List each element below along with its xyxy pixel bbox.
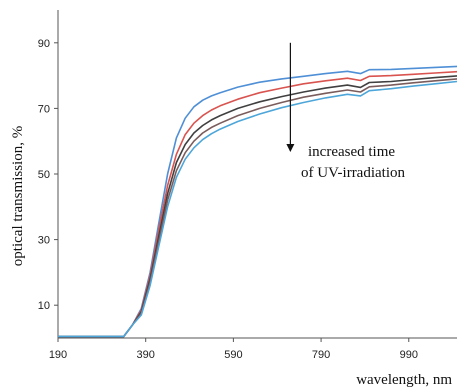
series-line-1 [58,65,457,338]
x-tick-label: 190 [49,349,67,361]
series-line-4 [58,78,457,338]
series-lines [58,65,457,338]
annotation-text-1: increased time [308,144,395,160]
x-tick-label: 990 [400,349,418,361]
annotation: increased time of UV-irradiation [286,42,406,181]
x-tick-label: 590 [224,349,242,361]
y-tick-label: 70 [38,103,50,115]
axes: 10 30 50 70 90 190 390 590 790 990 [38,10,457,361]
series-line-5 [58,80,457,338]
x-axis-title: wavelength, nm [356,372,452,388]
x-tick-label: 390 [137,349,155,361]
annotation-text-2: of UV-irradiation [301,165,406,181]
y-tick-label: 90 [38,38,50,50]
y-axis-title: optical transmission, % [10,126,26,266]
annotation-arrow-head [286,144,295,153]
y-tick-label: 10 [38,300,50,312]
y-tick-label: 30 [38,235,50,247]
y-tick-label: 50 [38,169,50,181]
series-line-2 [58,70,457,338]
x-tick-label: 790 [312,349,330,361]
